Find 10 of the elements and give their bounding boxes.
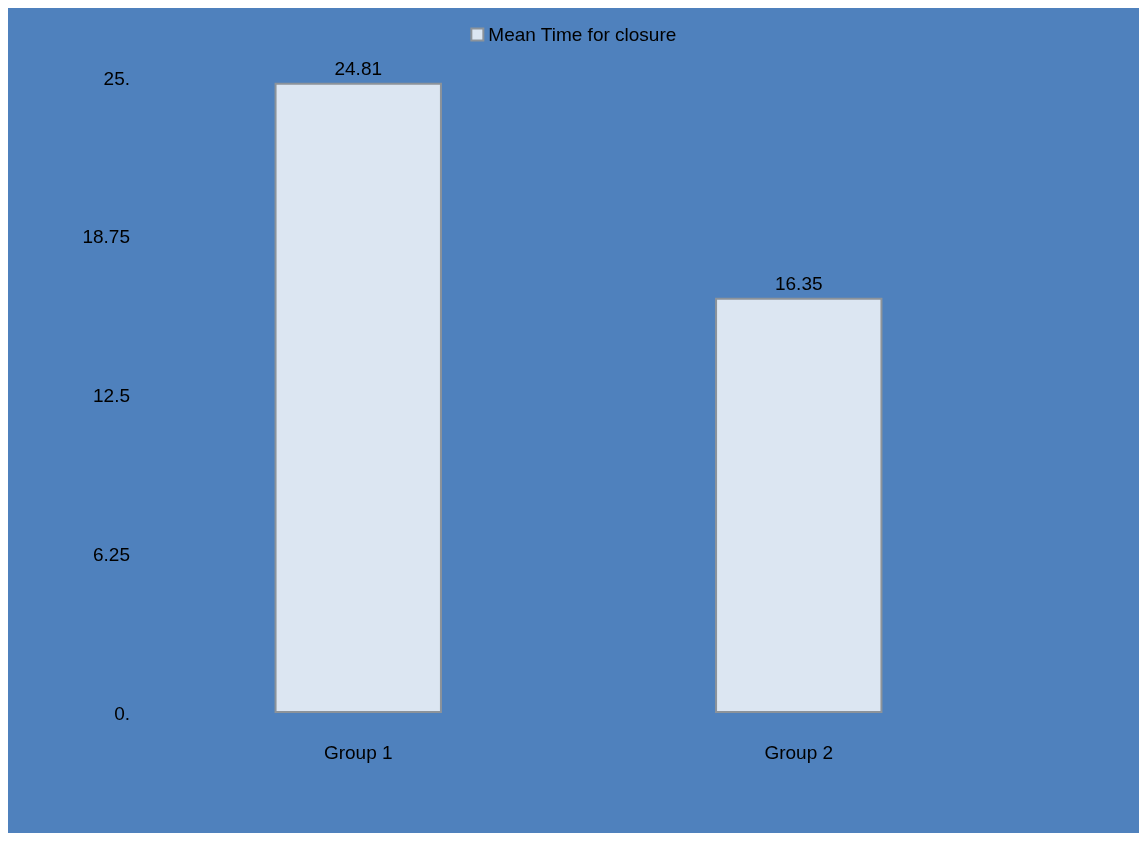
legend-label: Mean Time for closure: [488, 24, 677, 45]
x-tick-label: Group 1: [323, 742, 393, 763]
y-tick-label: 12.5: [93, 385, 130, 406]
x-tick-label: Group 2: [764, 742, 834, 763]
y-tick-label: 0.: [114, 702, 130, 724]
data-label: 16.35: [774, 272, 823, 294]
y-tick-label: 18.75: [82, 226, 130, 248]
data-label: 24.81: [334, 57, 383, 79]
y-tick-label: 25.: [103, 67, 130, 89]
y-tick-label: 6.25: [93, 543, 130, 565]
